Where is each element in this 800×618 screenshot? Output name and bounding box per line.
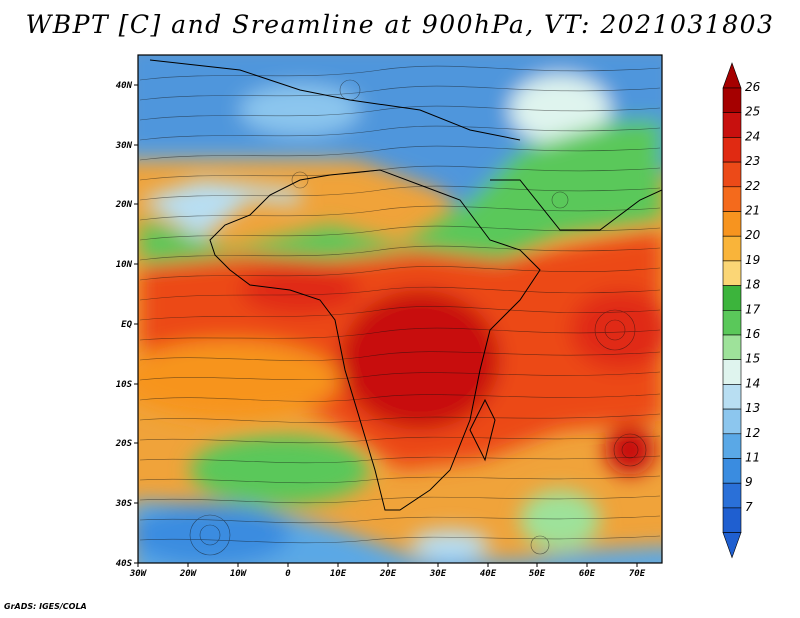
lat-tick-label: 40S	[116, 559, 133, 569]
colorbar-swatch	[722, 87, 742, 114]
lon-tick-label: 60E	[579, 569, 596, 579]
colorbar-swatch	[722, 482, 742, 509]
lon-tick-label: 20E	[379, 569, 397, 579]
coastlines	[149, 59, 662, 511]
colorbar-label: 13	[745, 401, 760, 415]
lon-axis: 30W 20W 10W 0 10E 20E 30E 40E 50E 60E 70…	[129, 563, 646, 579]
wbpt-shading	[138, 55, 662, 563]
colorbar-label: 17	[745, 302, 761, 316]
colorbar-label: 16	[745, 327, 761, 341]
map-frame	[137, 54, 663, 564]
colorbar-label: 19	[745, 253, 760, 267]
colorbar-label: 26	[745, 80, 761, 94]
colorbar-swatch	[722, 137, 742, 163]
colorbar-swatch	[722, 384, 742, 410]
lat-tick-label: 10N	[116, 260, 133, 270]
colorbar-label: 21	[745, 204, 760, 218]
colorbar-swatch	[722, 309, 742, 336]
colorbar-label: 14	[745, 376, 760, 390]
colorbar-swatch	[722, 285, 742, 311]
lon-tick-label: 10E	[330, 569, 347, 579]
colorbar-label: 23	[745, 154, 760, 168]
lon-tick-label: 50E	[529, 569, 546, 579]
colorbar-label: 25	[745, 105, 760, 119]
colorbar-label: 15	[745, 352, 760, 366]
colorbar-swatch	[722, 458, 742, 484]
lat-tick-label: 10S	[116, 380, 133, 390]
streamlines	[139, 65, 661, 556]
colorbar-swatch	[722, 334, 742, 361]
colorbar-arrow-top	[722, 62, 742, 89]
lat-tick-label: EQ	[121, 320, 132, 330]
lat-axis: 40N 30N 20N 10N EQ 10S 20S 30S 40S	[115, 81, 138, 569]
lon-tick-label: 30W	[129, 569, 148, 579]
colorbar-swatch	[722, 186, 742, 212]
lon-tick-label: 30E	[429, 569, 447, 579]
colorbar-label: 7	[745, 500, 753, 514]
footer-credit: GrADS: IGES/COLA	[4, 602, 87, 611]
colorbar-swatch	[722, 433, 742, 459]
colorbar: 26 25 24 23 22 21 20 19 18 17 16 15 14 13 12 11 9 7	[722, 62, 761, 559]
colorbar-swatch	[722, 260, 742, 286]
colorbar-label: 24	[745, 129, 760, 143]
colorbar-swatch	[722, 507, 742, 533]
lat-tick-label: 20S	[115, 439, 133, 449]
lon-tick-label: 20W	[179, 569, 198, 579]
lon-tick-label: 10W	[230, 569, 248, 579]
colorbar-swatch	[722, 408, 742, 435]
map-title: WBPT [C] and Sreamline at 900hPa, VT: 20…	[25, 10, 775, 39]
colorbar-swatch	[722, 211, 742, 237]
lon-tick-label: 70E	[629, 569, 646, 579]
lat-tick-label: 40N	[116, 81, 133, 91]
colorbar-label: 12	[745, 426, 760, 440]
colorbar-arrow-bottom	[722, 532, 742, 559]
colorbar-swatch	[722, 161, 742, 188]
colorbar-label: 11	[745, 451, 760, 465]
colorbar-swatch	[722, 359, 742, 385]
lat-tick-label: 30S	[115, 499, 133, 509]
colorbar-label: 9	[745, 475, 753, 489]
lat-tick-label: 30N	[115, 141, 133, 151]
colorbar-label: 18	[745, 278, 761, 292]
lon-tick-label: 0	[285, 569, 291, 579]
colorbar-label: 20	[745, 228, 761, 242]
lon-tick-label: 40E	[480, 569, 497, 579]
lat-tick-label: 20N	[115, 200, 133, 210]
colorbar-label: 22	[745, 179, 760, 193]
colorbar-swatch	[722, 235, 742, 262]
colorbar-swatch	[722, 112, 742, 138]
